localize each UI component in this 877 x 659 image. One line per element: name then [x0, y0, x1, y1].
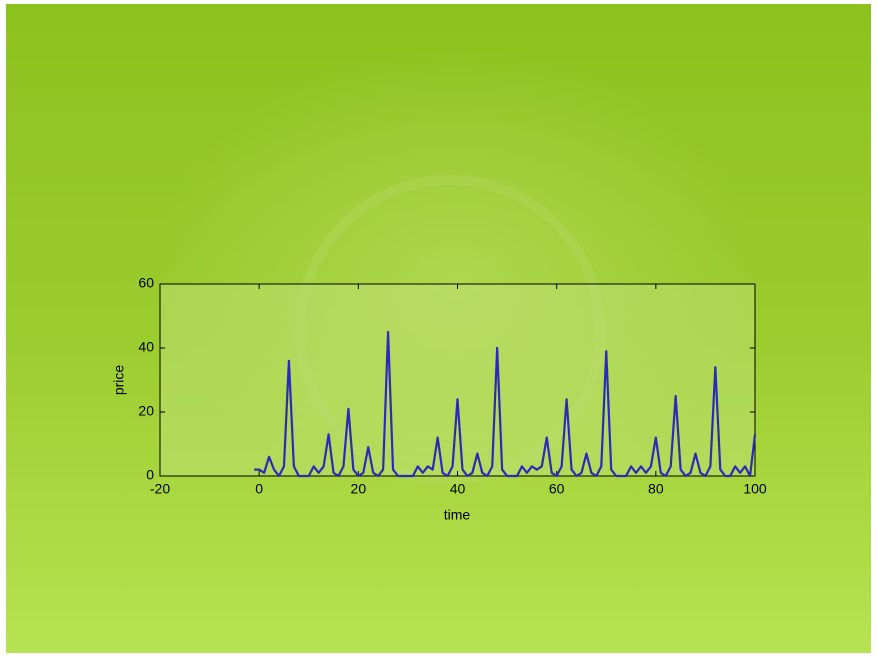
x-tick-label: 60 [549, 481, 565, 497]
x-tick-label: 100 [743, 481, 767, 497]
y-tick-label: 0 [146, 467, 154, 483]
y-axis-label: price [111, 365, 127, 396]
x-tick-label: -20 [150, 481, 170, 497]
chart: time price -200204060801000204060 [0, 0, 877, 659]
x-axis-label: time [444, 507, 471, 523]
slide: time price -200204060801000204060 [0, 0, 877, 659]
x-tick-label: 0 [255, 481, 263, 497]
y-tick-label: 60 [138, 275, 154, 291]
axes-box [160, 284, 755, 476]
x-tick-label: 40 [450, 481, 466, 497]
y-tick-label: 20 [138, 403, 154, 419]
y-tick-label: 40 [138, 339, 154, 355]
x-tick-label: 80 [648, 481, 664, 497]
x-tick-label: 20 [351, 481, 367, 497]
